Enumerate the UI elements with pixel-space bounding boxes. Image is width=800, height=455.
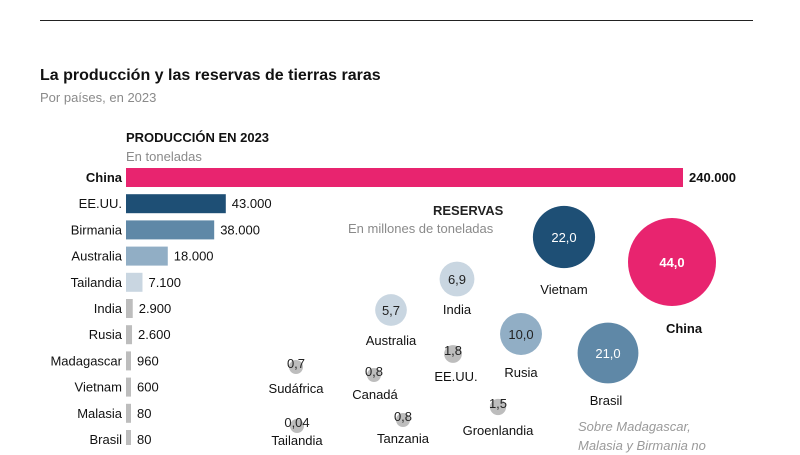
bubble-value-rusia: 10,0 [508, 327, 533, 342]
bar-value-brasil: 80 [137, 432, 151, 445]
bubble-tailandia [290, 419, 304, 433]
bar-label-china: China [86, 170, 123, 185]
bubble-value-tanzania: 0,8 [394, 409, 412, 424]
bubble-value-vietnam: 22,0 [551, 230, 576, 245]
chart-subtitle: Por países, en 2023 [40, 90, 157, 105]
production-unit: En toneladas [126, 149, 202, 164]
bubble-brasil [577, 322, 639, 384]
bubble-label-groenlandia: Groenlandia [463, 423, 535, 438]
bubble-ee-uu [444, 345, 462, 363]
bar-value-rusia: 2.600 [138, 327, 171, 342]
bar-india [126, 299, 133, 318]
bar-value-australia: 18.000 [174, 249, 214, 264]
chart-canvas: China 240.000 EE.UU. 43.000 Birmania 38.000 Au… [50, 168, 736, 445]
bubble-value-ee-uu: 1,8 [444, 343, 462, 358]
bar-value-ee-uu: 43.000 [232, 196, 272, 211]
bubble-label-canada: Canadá [352, 387, 398, 402]
bubble-value-groenlandia: 1,5 [489, 396, 507, 411]
bar-label-tailandia: Tailandia [71, 275, 123, 290]
bubble-rusia [500, 313, 542, 355]
bubble-label-tailandia: Tailandia [271, 433, 323, 445]
bar-value-vietnam: 600 [137, 380, 159, 395]
bubble-groenlandia [489, 398, 507, 416]
bar-value-madagascar: 960 [137, 353, 159, 368]
bar-china [126, 168, 683, 187]
bubble-australia [375, 294, 407, 326]
bar-label-ee-uu: EE.UU. [79, 196, 122, 211]
bar-birmania [126, 220, 215, 240]
bubble-canada [367, 368, 381, 382]
bar-label-australia: Australia [71, 249, 122, 264]
bar-value-malasia: 80 [137, 406, 151, 421]
bubble-india [439, 261, 475, 297]
bar-label-india: India [94, 301, 123, 316]
bubble-tanzania [396, 413, 410, 427]
bubble-value-canada: 0,8 [365, 364, 383, 379]
bubble-china [628, 218, 716, 306]
reserves-title: RESERVAS [433, 203, 504, 218]
bar-value-birmania: 38.000 [220, 222, 260, 237]
bar-malasia [126, 403, 131, 423]
bar-brasil [126, 430, 131, 445]
bar-vietnam [126, 377, 131, 397]
bar-label-rusia: Rusia [89, 327, 123, 342]
bubble-value-australia: 5,7 [382, 303, 400, 318]
bubble-value-sudafrica: 0,7 [287, 356, 305, 371]
bar-label-malasia: Malasia [77, 406, 123, 421]
bar-rusia [126, 325, 133, 345]
bar-label-brasil: Brasil [89, 432, 122, 445]
footnote-line-1: Sobre Madagascar, [578, 419, 691, 434]
bubble-label-brasil: Brasil [590, 393, 623, 408]
bubble-value-china: 44,0 [659, 255, 684, 270]
bubble-sudafrica [289, 360, 303, 374]
bubble-label-tanzania: Tanzania [377, 431, 430, 445]
bubble-label-china: China [666, 321, 703, 336]
bubble-value-brasil: 21,0 [595, 346, 620, 361]
bubble-label-india: India [443, 302, 472, 317]
bar-australia [126, 246, 168, 266]
bar-label-birmania: Birmania [71, 222, 123, 237]
bubble-value-tailandia: 0,04 [284, 415, 309, 430]
top-rule [40, 20, 753, 21]
production-title: PRODUCCIÓN EN 2023 [126, 130, 270, 145]
bar-value-china: 240.000 [689, 170, 736, 185]
bubble-label-rusia: Rusia [504, 365, 538, 380]
bar-value-india: 2.900 [139, 301, 172, 316]
bubble-label-sudafrica: Sudáfrica [269, 381, 325, 396]
chart-title: La producción y las reservas de tierras … [40, 67, 381, 84]
reserves-unit: En millones de toneladas [348, 221, 494, 236]
bubble-label-vietnam: Vietnam [540, 282, 587, 297]
bubble-value-india: 6,9 [448, 272, 466, 287]
bar-madagascar [126, 351, 131, 371]
bar-label-madagascar: Madagascar [50, 353, 122, 368]
bar-tailandia [126, 272, 143, 292]
bubble-label-ee-uu: EE.UU. [434, 369, 477, 384]
bar-label-vietnam: Vietnam [75, 380, 122, 395]
bubble-label-australia: Australia [366, 333, 417, 348]
bar-ee-uu [126, 194, 226, 214]
bar-value-tailandia: 7.100 [148, 275, 181, 290]
bubble-vietnam [532, 205, 596, 269]
